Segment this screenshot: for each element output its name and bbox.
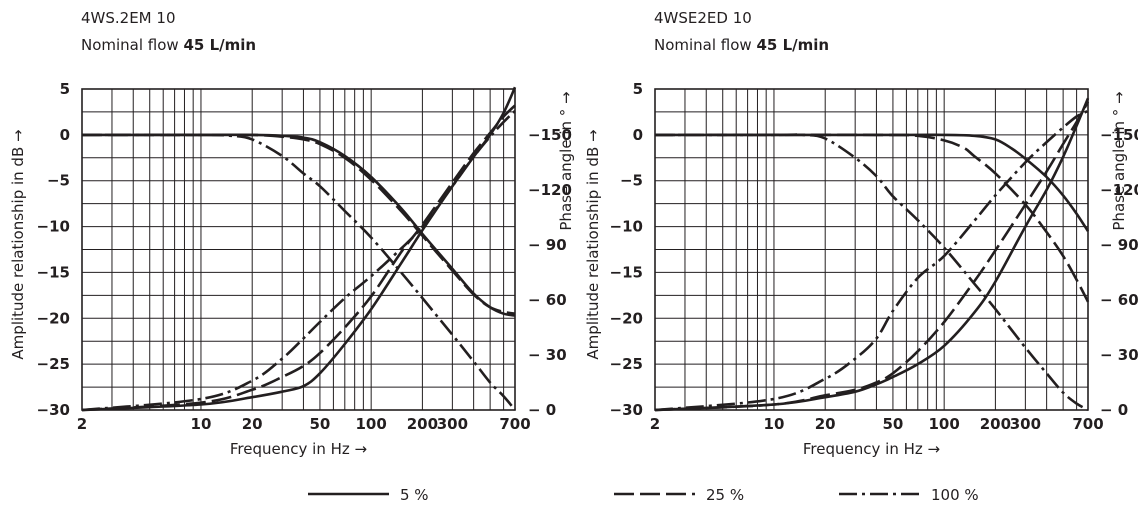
y2-tick-label: − 0 bbox=[1100, 401, 1128, 419]
x-tick-label: 300 bbox=[437, 415, 468, 433]
x-axis-label: Frequency in Hz → bbox=[230, 440, 367, 458]
legend-label: 25 % bbox=[706, 486, 744, 504]
x-tick-label: 10 bbox=[191, 415, 212, 433]
y-tick-label: 0 bbox=[60, 126, 70, 144]
x-tick-label: 10 bbox=[764, 415, 785, 433]
y-tick-label: 5 bbox=[60, 80, 70, 98]
x-tick-label: 200 bbox=[407, 415, 438, 433]
legend-label: 100 % bbox=[931, 486, 979, 504]
series-line-amplitude-100pct bbox=[655, 133, 1089, 412]
y-axis-label: Amplitude relationship in dB → bbox=[9, 129, 27, 359]
grid bbox=[655, 89, 1088, 410]
y2-tick-label: − 60 bbox=[1100, 291, 1138, 309]
series-line-amplitude-100pct bbox=[81, 133, 517, 411]
series-line-phase-100pct bbox=[81, 110, 516, 412]
y-axis-label: Amplitude relationship in dB → bbox=[584, 129, 602, 359]
y-tick-label: 0 bbox=[633, 126, 643, 144]
y2-tick-label: − 0 bbox=[528, 401, 556, 419]
x-tick-label: 2 bbox=[77, 415, 87, 433]
x-tick-label: 20 bbox=[815, 415, 836, 433]
x-tick-label: 700 bbox=[499, 415, 530, 433]
y-tick-label: −10 bbox=[37, 218, 70, 236]
y-tick-label: −30 bbox=[610, 401, 643, 419]
x-tick-label: 2 bbox=[650, 415, 660, 433]
x-tick-label: 100 bbox=[356, 415, 387, 433]
y2-tick-label: − 60 bbox=[528, 291, 567, 309]
x-tick-label: 200 bbox=[980, 415, 1011, 433]
series-line-amplitude-25pct bbox=[654, 133, 1090, 303]
plot-frame bbox=[654, 88, 1089, 411]
y2-tick-label: − 90 bbox=[1100, 236, 1138, 254]
y2-tick-label: − 30 bbox=[528, 346, 567, 364]
x-tick-label: 20 bbox=[242, 415, 263, 433]
y-tick-label: −25 bbox=[37, 355, 70, 373]
y-tick-label: −20 bbox=[37, 309, 70, 327]
series-line-phase-5pct bbox=[654, 97, 1090, 412]
y-tick-label: −10 bbox=[610, 218, 643, 236]
y-tick-label: −20 bbox=[610, 309, 643, 327]
x-tick-label: 100 bbox=[929, 415, 960, 433]
series-line-amplitude-5pct bbox=[655, 133, 1090, 232]
y2-tick-label: −120 bbox=[1100, 181, 1138, 199]
legend: 5 % 25 % 100 % bbox=[308, 486, 979, 504]
y-tick-label: −5 bbox=[620, 172, 643, 190]
series-line-amplitude-5pct bbox=[82, 133, 516, 317]
y2-axis-label: Phase angle in ° → bbox=[557, 91, 575, 230]
x-tick-label: 700 bbox=[1072, 415, 1103, 433]
chart-subtitle: Nominal flow 45 L/min bbox=[654, 36, 829, 54]
y2-axis-label: Phase angle in ° → bbox=[1110, 91, 1128, 230]
chart-subtitle: Nominal flow 45 L/min bbox=[81, 36, 256, 54]
series-line-phase-100pct bbox=[654, 109, 1089, 412]
chart-title: 4WS.2EM 10 bbox=[81, 9, 175, 27]
x-tick-label: 50 bbox=[882, 415, 903, 433]
legend-label: 5 % bbox=[400, 486, 429, 504]
y-tick-label: −25 bbox=[610, 355, 643, 373]
nominal-flow-value: 45 L/min bbox=[183, 36, 256, 54]
series-group bbox=[81, 86, 517, 412]
series-line-amplitude-25pct bbox=[82, 133, 516, 315]
chart-title: 4WSE2ED 10 bbox=[654, 9, 752, 27]
y2-tick-label: − 30 bbox=[1100, 346, 1138, 364]
x-tick-label: 300 bbox=[1010, 415, 1041, 433]
y2-tick-label: −120 bbox=[528, 181, 572, 199]
y-tick-label: 5 bbox=[633, 80, 643, 98]
x-tick-label: 50 bbox=[309, 415, 330, 433]
y-tick-label: −15 bbox=[37, 263, 70, 281]
plot-frame bbox=[81, 88, 516, 411]
x-axis-label: Frequency in Hz → bbox=[803, 440, 940, 458]
y-tick-label: −30 bbox=[37, 401, 70, 419]
series-group bbox=[654, 97, 1090, 412]
y-tick-label: −5 bbox=[47, 172, 70, 190]
nominal-flow-value: 45 L/min bbox=[756, 36, 829, 54]
series-line-phase-25pct bbox=[654, 101, 1090, 412]
y2-tick-label: −150 bbox=[1100, 126, 1138, 144]
y-tick-label: −15 bbox=[610, 263, 643, 281]
series-line-phase-25pct bbox=[81, 104, 516, 412]
y2-tick-label: − 90 bbox=[528, 236, 567, 254]
y2-tick-label: −150 bbox=[528, 126, 572, 144]
